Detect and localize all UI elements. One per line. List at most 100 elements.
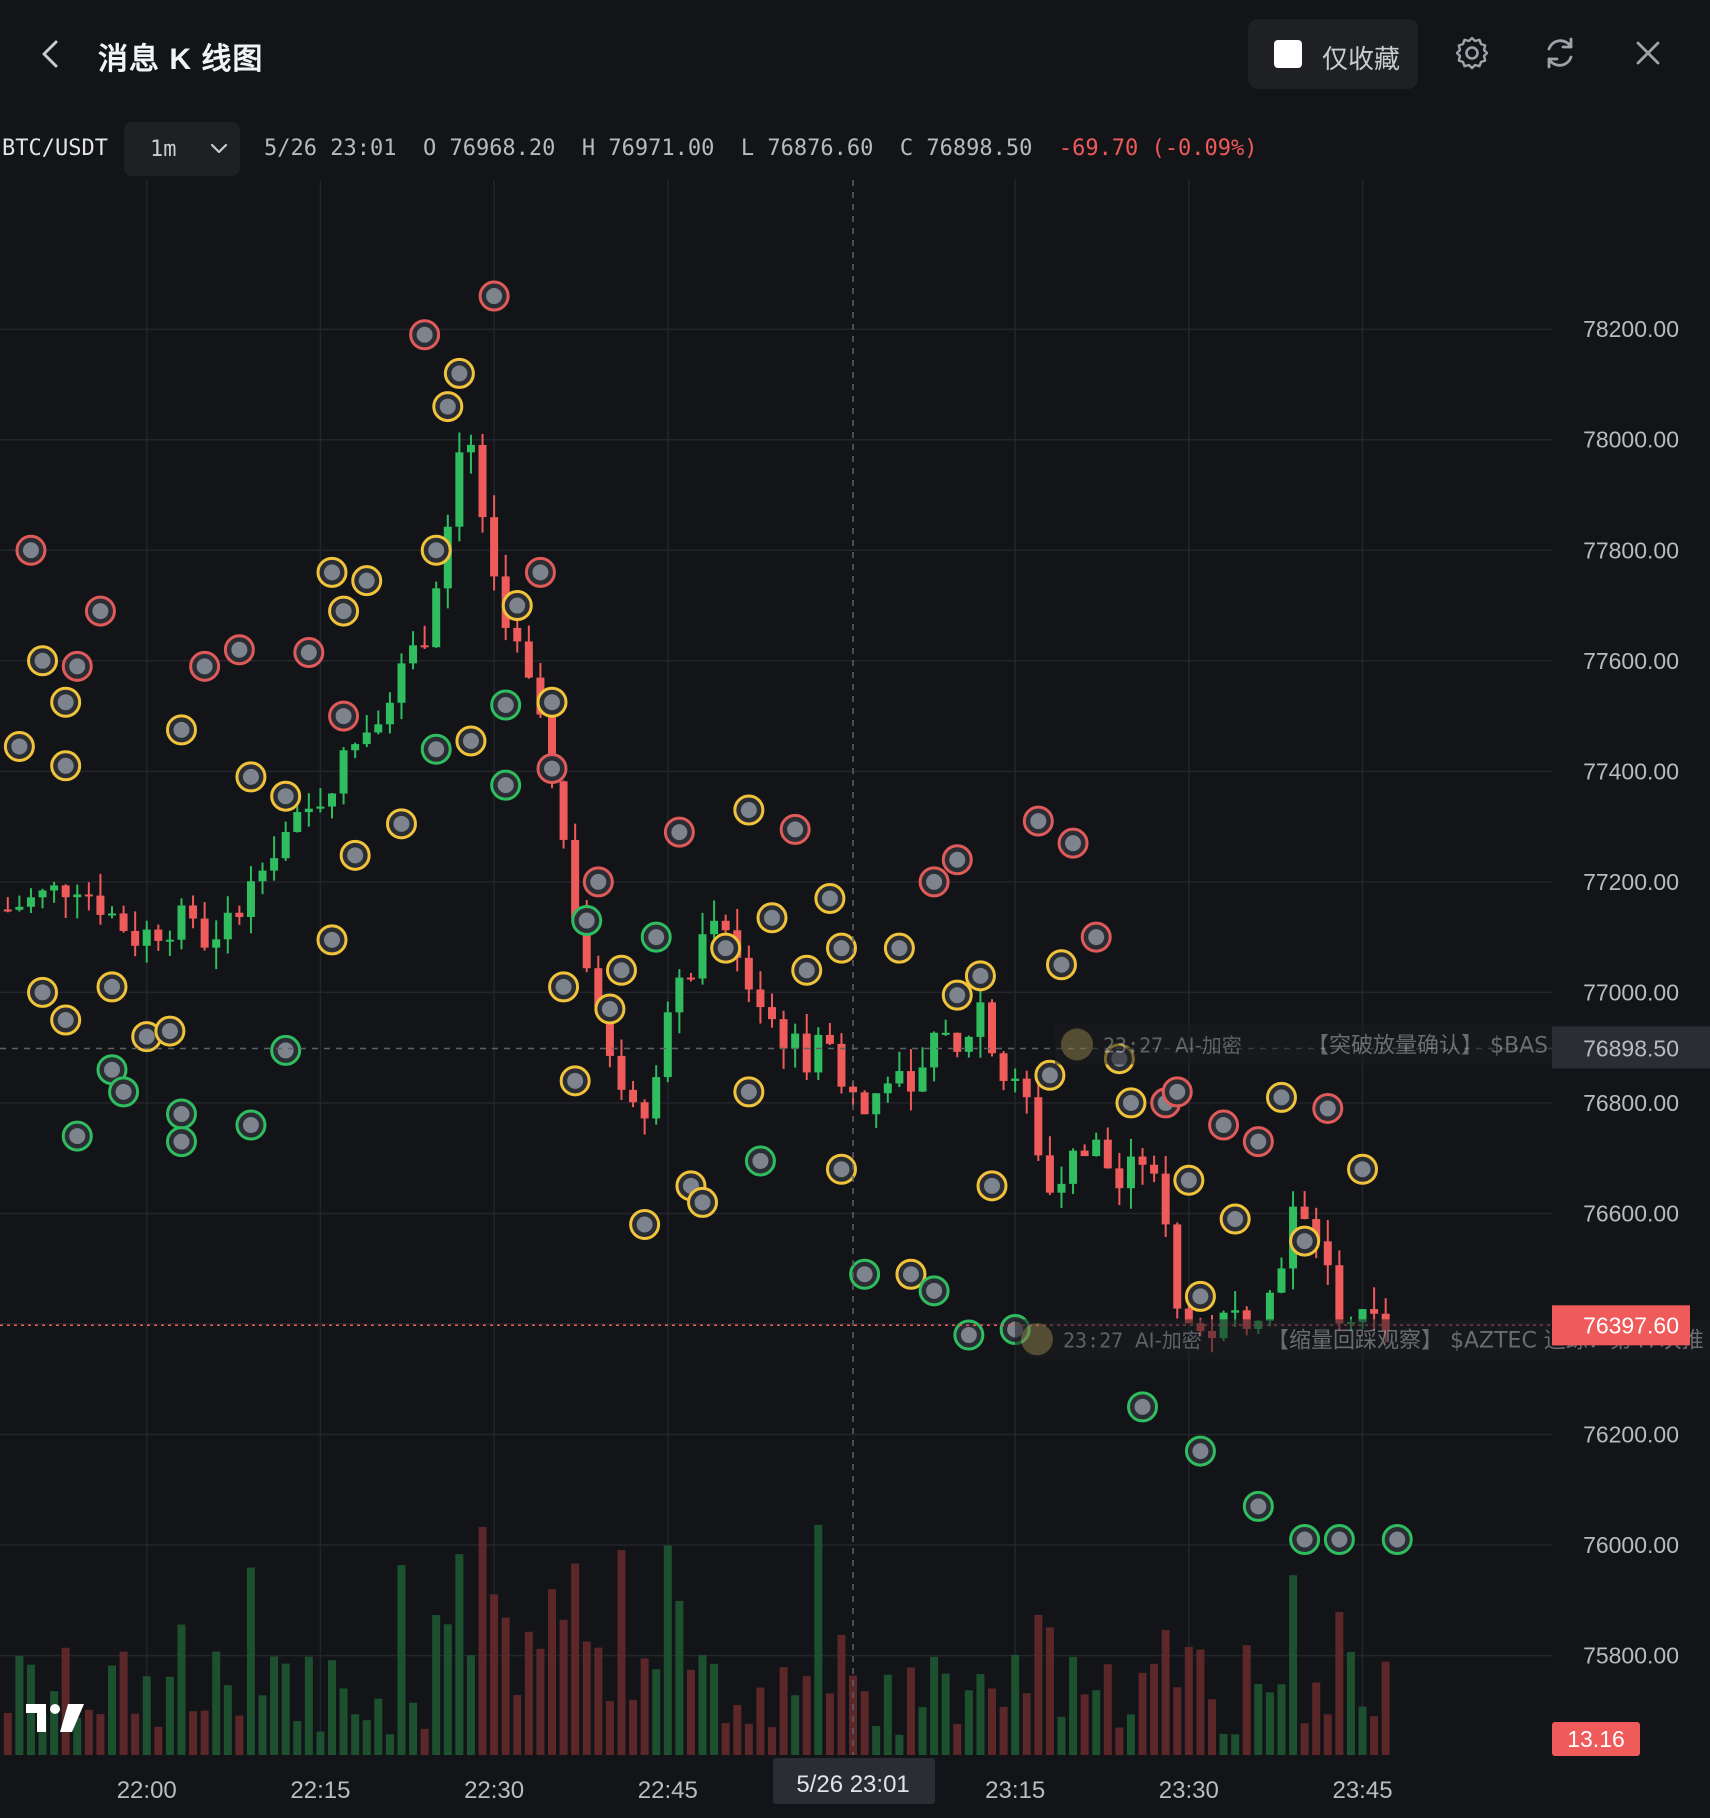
news-marker[interactable] [941, 844, 973, 876]
news-marker[interactable] [27, 976, 59, 1008]
news-marker[interactable] [84, 595, 116, 627]
news-marker[interactable] [490, 689, 522, 721]
news-marker[interactable] [559, 1065, 591, 1097]
news-marker[interactable] [501, 590, 533, 622]
news-marker[interactable] [548, 971, 580, 1003]
news-marker[interactable] [108, 1076, 140, 1108]
news-marker[interactable] [733, 1076, 765, 1108]
news-marker[interactable] [420, 534, 452, 566]
news-marker[interactable] [524, 556, 556, 588]
news-marker[interactable] [1242, 1490, 1274, 1522]
news-marker[interactable] [825, 932, 857, 964]
news-marker[interactable] [825, 1153, 857, 1185]
news-marker[interactable] [165, 1098, 197, 1130]
close-button[interactable] [1628, 33, 1668, 73]
news-marker[interactable] [443, 357, 475, 389]
news-marker[interactable] [61, 1120, 93, 1152]
news-marker[interactable] [1289, 1524, 1321, 1556]
favorites-only-checkbox[interactable] [1274, 40, 1302, 68]
news-marker[interactable] [154, 1015, 186, 1047]
favorites-only-toggle[interactable]: 仅收藏 [1248, 19, 1418, 89]
news-marker[interactable] [849, 1258, 881, 1290]
news-marker[interactable] [883, 932, 915, 964]
news-marker[interactable] [594, 993, 626, 1025]
news-marker[interactable] [50, 686, 82, 718]
news-marker[interactable] [270, 780, 302, 812]
news-marker[interactable] [351, 565, 383, 597]
news-marker[interactable] [490, 769, 522, 801]
news-marker[interactable] [1080, 921, 1112, 953]
news-marker[interactable] [3, 730, 35, 762]
news-marker[interactable] [1034, 1059, 1066, 1091]
news-marker[interactable] [1347, 1153, 1379, 1185]
news-marker[interactable] [270, 1034, 302, 1066]
news-marker[interactable] [1219, 1203, 1251, 1235]
news-marker[interactable] [629, 1209, 661, 1241]
news-marker[interactable] [316, 924, 348, 956]
news-marker[interactable] [1022, 805, 1054, 837]
news-marker[interactable] [27, 645, 59, 677]
news-marker[interactable] [165, 1126, 197, 1158]
news-marker[interactable] [1161, 1076, 1193, 1108]
news-marker[interactable] [814, 882, 846, 914]
news-marker[interactable] [293, 637, 325, 669]
news-marker[interactable] [710, 932, 742, 964]
interval-select[interactable]: 1m [124, 122, 240, 176]
news-marker[interactable] [953, 1319, 985, 1351]
news-marker[interactable] [328, 595, 360, 627]
news-marker[interactable] [1323, 1524, 1355, 1556]
news-marker[interactable] [605, 954, 637, 986]
news-marker[interactable] [420, 733, 452, 765]
news-marker[interactable] [1173, 1164, 1205, 1196]
news-marker[interactable] [918, 866, 950, 898]
news-marker[interactable] [582, 866, 614, 898]
news-marker[interactable] [61, 650, 93, 682]
news-marker[interactable] [791, 954, 823, 986]
news-marker[interactable] [733, 794, 765, 826]
news-marker[interactable] [1184, 1280, 1216, 1312]
news-marker[interactable] [223, 634, 255, 666]
news-marker[interactable] [165, 714, 197, 746]
news-marker[interactable] [779, 813, 811, 845]
news-marker[interactable] [96, 1054, 128, 1086]
news-marker[interactable] [455, 725, 487, 757]
news-marker[interactable] [895, 1258, 927, 1290]
news-marker[interactable] [756, 902, 788, 934]
news-marker[interactable] [663, 816, 695, 848]
news-marker[interactable] [941, 979, 973, 1011]
back-button[interactable] [32, 30, 72, 78]
news-marker[interactable] [478, 280, 510, 312]
refresh-button[interactable] [1540, 33, 1580, 73]
news-marker[interactable] [385, 808, 417, 840]
news-marker[interactable] [235, 1109, 267, 1141]
news-marker[interactable] [571, 905, 603, 937]
news-markers[interactable] [3, 280, 1413, 1556]
settings-button[interactable] [1452, 33, 1492, 73]
news-marker[interactable] [316, 556, 348, 588]
news-marker[interactable] [536, 753, 568, 785]
news-marker[interactable] [964, 960, 996, 992]
news-marker[interactable] [640, 921, 672, 953]
news-marker[interactable] [976, 1170, 1008, 1202]
news-marker[interactable] [96, 971, 128, 1003]
news-marker[interactable] [744, 1145, 776, 1177]
news-marker[interactable] [1289, 1225, 1321, 1257]
news-marker[interactable] [15, 534, 47, 566]
news-marker[interactable] [918, 1275, 950, 1307]
news-marker[interactable] [1184, 1435, 1216, 1467]
news-marker[interactable] [1115, 1087, 1147, 1119]
news-marker[interactable] [1381, 1524, 1413, 1556]
news-marker[interactable] [432, 391, 464, 423]
news-marker[interactable] [339, 839, 371, 871]
news-marker[interactable] [1208, 1109, 1240, 1141]
news-marker[interactable] [235, 761, 267, 793]
news-marker[interactable] [409, 319, 441, 351]
news-marker[interactable] [50, 750, 82, 782]
news-marker[interactable] [1312, 1092, 1344, 1124]
news-marker[interactable] [50, 1004, 82, 1036]
news-marker[interactable] [687, 1186, 719, 1218]
news-marker[interactable] [1127, 1391, 1159, 1423]
news-marker[interactable] [1045, 949, 1077, 981]
news-marker[interactable] [1242, 1126, 1274, 1158]
